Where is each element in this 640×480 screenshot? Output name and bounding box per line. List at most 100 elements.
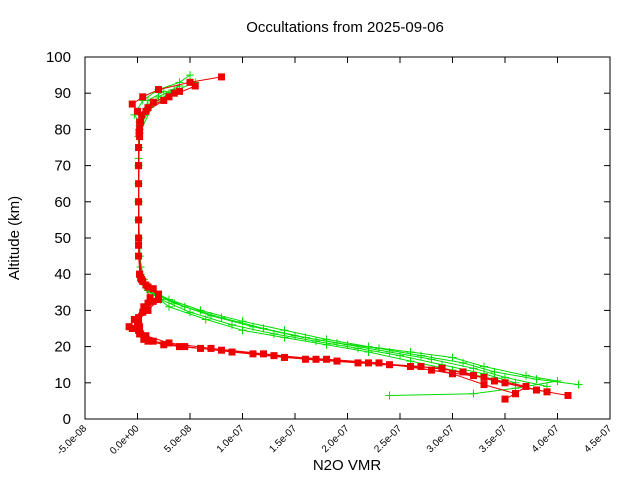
data-point: [136, 118, 144, 126]
axes-layer: 0 10 20 30 40 50 60 70 80 90 100 -5.0e-08 0.0e+00 5.0…: [46, 49, 614, 457]
data-point: [135, 319, 143, 327]
x-tick-label: 1.0e-07: [215, 423, 247, 455]
x-tick-label: 4.5e-07: [582, 423, 614, 455]
data-point: [385, 391, 394, 400]
data-point: [270, 329, 278, 338]
data-point: [149, 297, 157, 305]
data-point: [149, 98, 157, 106]
data-point: [207, 344, 215, 352]
data-point: [322, 340, 331, 349]
data-point: [375, 344, 383, 353]
x-tick-label: 0.0e+00: [108, 423, 142, 457]
profile-line: [138, 85, 548, 387]
data-point: [386, 361, 393, 369]
profile-line: [138, 90, 495, 380]
x-tick-label: 1.5e-07: [267, 423, 299, 455]
profile-line: [131, 76, 528, 400]
y-tick-label: 10: [54, 375, 71, 392]
data-point: [170, 89, 178, 97]
profile-line: [128, 92, 548, 393]
data-point: [136, 270, 144, 278]
data-point: [364, 348, 373, 357]
y-tick-label: 70: [54, 158, 71, 175]
data-point: [469, 364, 478, 373]
data-point: [186, 78, 194, 86]
data-point: [301, 333, 310, 342]
data-point: [281, 353, 288, 361]
profile-line: [138, 81, 579, 386]
x-tick-label: 5.0e-08: [162, 423, 194, 455]
y-tick-label: 80: [54, 121, 71, 138]
data-point: [165, 339, 173, 347]
x-axis-label: N2O VMR: [313, 457, 382, 474]
data-point: [149, 285, 157, 293]
data-point: [385, 348, 394, 357]
data-point: [238, 326, 247, 335]
x-tick-label: 3.5e-07: [477, 423, 509, 455]
data-layer: [125, 71, 583, 403]
data-point: [181, 343, 189, 351]
data-point: [201, 315, 210, 324]
data-point: [260, 350, 267, 358]
data-point: [138, 111, 146, 119]
data-point: [522, 382, 530, 390]
data-point: [186, 71, 194, 80]
profile-line: [138, 89, 516, 384]
y-tick-label: 30: [54, 302, 71, 319]
data-point: [480, 381, 488, 389]
data-point: [142, 107, 150, 115]
plot-frame: [84, 56, 611, 420]
data-point: [135, 326, 143, 334]
data-point: [165, 93, 173, 101]
data-point: [155, 296, 162, 304]
data-point: [146, 294, 154, 302]
data-point: [480, 373, 488, 381]
data-point: [144, 337, 152, 345]
data-point: [417, 351, 425, 360]
data-point: [312, 337, 320, 346]
x-tick-label: 2.0e-07: [320, 423, 352, 455]
data-point: [135, 180, 143, 188]
x-tick-label: 2.5e-07: [372, 423, 404, 455]
data-point: [140, 303, 148, 311]
y-tick-label: 20: [54, 339, 71, 356]
data-point: [406, 348, 415, 357]
x-tick-label: -5.0e-08: [55, 423, 89, 457]
data-point: [144, 299, 152, 307]
data-point: [155, 86, 162, 94]
data-point: [333, 357, 341, 365]
y-tick-label: 100: [46, 49, 71, 66]
y-tick-label: 0: [63, 411, 71, 428]
data-point: [512, 390, 519, 398]
data-point: [137, 330, 145, 338]
data-point: [448, 353, 457, 362]
data-point: [343, 340, 352, 349]
y-tick-label: 50: [54, 230, 71, 247]
data-point: [191, 82, 199, 90]
data-point: [160, 96, 168, 104]
data-point: [532, 375, 541, 384]
data-point: [135, 252, 143, 260]
y-tick-label: 40: [54, 266, 71, 283]
data-point: [438, 364, 446, 372]
y-tick-label: 60: [54, 194, 71, 211]
data-point: [135, 314, 143, 322]
data-point: [375, 359, 383, 367]
y-tick-label: 90: [54, 85, 71, 102]
data-point: [136, 323, 144, 331]
data-point: [128, 100, 136, 108]
data-point: [564, 391, 572, 399]
data-point: [491, 377, 498, 385]
data-point: [142, 332, 150, 340]
data-point: [323, 355, 330, 363]
data-point: [469, 389, 478, 398]
data-point: [543, 388, 551, 396]
data-point: [130, 315, 138, 323]
data-point: [186, 308, 194, 317]
data-point: [165, 302, 173, 311]
data-point: [149, 337, 157, 345]
data-point: [449, 370, 456, 378]
data-point: [501, 379, 509, 387]
data-point: [354, 344, 362, 353]
data-point: [228, 348, 236, 356]
